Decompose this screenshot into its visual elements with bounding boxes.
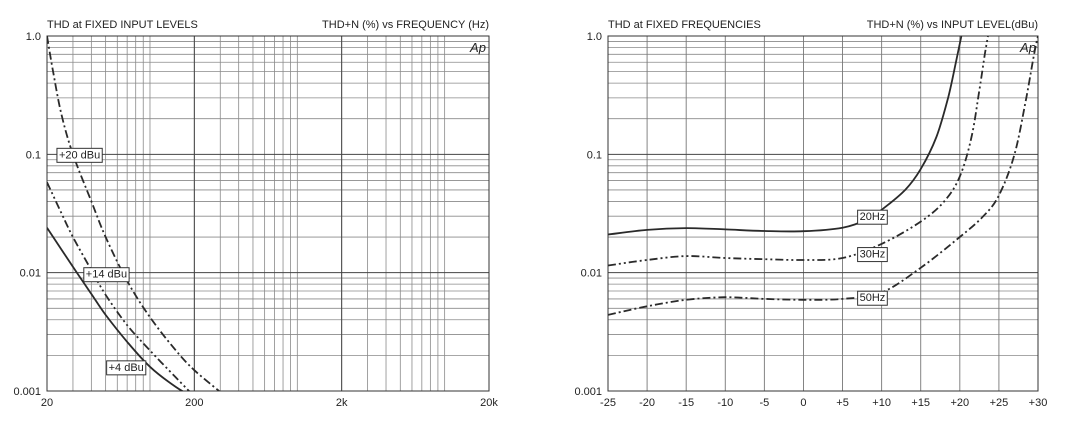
y-tick-label: 0.1 — [587, 149, 602, 161]
series-label-text: +4 dBu — [109, 362, 144, 374]
series-label-text: 50Hz — [860, 292, 886, 304]
grid-major — [46, 36, 490, 392]
series-label-2: 50Hz — [857, 290, 888, 306]
series-line-2 — [47, 227, 184, 391]
y-tick-label: 1.0 — [587, 31, 602, 43]
series-label-0: +20 dBu — [56, 147, 103, 163]
x-axis: 20 200 2k 20k — [41, 397, 498, 409]
ap-watermark: Ap — [469, 40, 486, 55]
ap-watermark: Ap — [1019, 40, 1036, 55]
chart-title: THD at FIXED FREQUENCIES — [608, 19, 761, 31]
x-tick-label: -25 — [600, 397, 616, 409]
series-line-1 — [47, 181, 191, 391]
grid — [46, 36, 490, 391]
series-label-text: +14 dBu — [86, 269, 127, 281]
y-tick-label: 0.001 — [574, 386, 602, 398]
series-line-1 — [608, 36, 989, 267]
series-line-2 — [608, 36, 1038, 316]
x-tick-label: -15 — [678, 397, 694, 409]
chart-subtitle: THD+N (%) vs FREQUENCY (Hz) — [322, 19, 489, 31]
y-tick-label: 0.001 — [13, 386, 41, 398]
series-label-text: +20 dBu — [59, 149, 100, 161]
x-tick-label: +5 — [836, 397, 849, 409]
series-label-text: 20Hz — [860, 211, 886, 223]
series-label-2: +4 dBu — [106, 360, 147, 376]
grid — [607, 36, 1039, 391]
x-tick-label: -5 — [759, 397, 769, 409]
series-label-0: 20Hz — [857, 209, 888, 225]
x-tick-label: -20 — [639, 397, 655, 409]
plot-frame — [607, 35, 1039, 392]
x-tick-label: +25 — [990, 397, 1009, 409]
curve-labels: +20 dBu +14 dBu +4 dBu — [56, 147, 147, 376]
chart-thd-vs-frequency: THD at FIXED INPUT LEVELS THD+N (%) vs F… — [13, 19, 498, 409]
curves — [47, 36, 221, 391]
curve-labels: 20Hz 30Hz 50Hz — [857, 209, 888, 306]
series-label-1: 30Hz — [857, 247, 888, 263]
series-label-text: 30Hz — [860, 249, 886, 261]
y-tick-label: 0.1 — [26, 149, 41, 161]
x-tick-label: +30 — [1029, 397, 1048, 409]
series-line-0 — [608, 36, 963, 236]
y-axis: 0.001 0.01 0.1 1.0 — [574, 31, 602, 398]
series-label-1: +14 dBu — [83, 267, 130, 283]
x-tick-label: 20 — [41, 397, 53, 409]
x-tick-label: +20 — [950, 397, 969, 409]
x-tick-label: +15 — [911, 397, 930, 409]
x-tick-label: 2k — [336, 397, 348, 409]
x-axis: -25 -20 -15 -10 -5 0 +5 +10 +15 +20 +25 +30 — [600, 397, 1047, 409]
chart-thd-vs-input-level: THD at FIXED FREQUENCIES THD+N (%) vs IN… — [574, 19, 1047, 409]
y-tick-label: 0.01 — [20, 268, 41, 280]
y-tick-label: 1.0 — [26, 31, 41, 43]
chart-subtitle: THD+N (%) vs INPUT LEVEL(dBu) — [867, 19, 1038, 31]
x-tick-label: 200 — [185, 397, 203, 409]
x-tick-label: 0 — [800, 397, 806, 409]
x-tick-label: -10 — [717, 397, 733, 409]
plot-frame — [46, 35, 490, 392]
chart-title: THD at FIXED INPUT LEVELS — [47, 19, 198, 31]
y-tick-label: 0.01 — [581, 268, 602, 280]
x-tick-label: 20k — [480, 397, 498, 409]
x-tick-label: +10 — [872, 397, 891, 409]
series-line-0 — [47, 36, 221, 391]
y-axis: 0.001 0.01 0.1 1.0 — [13, 31, 41, 398]
